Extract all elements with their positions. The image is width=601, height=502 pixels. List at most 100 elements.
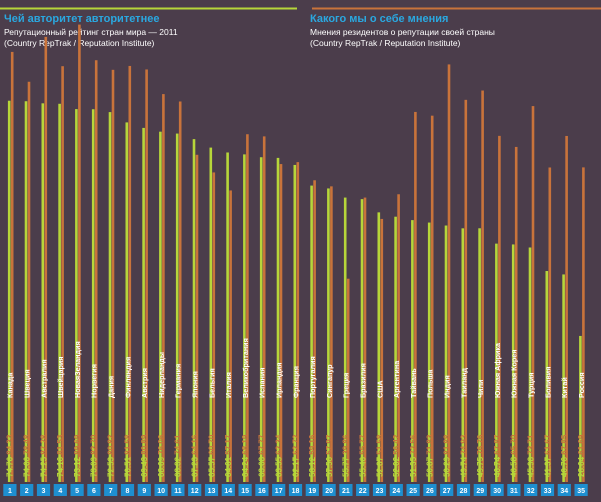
- bar-internal: [212, 172, 216, 482]
- country-label: Германия: [174, 364, 183, 398]
- value-internal: 74.93: [459, 434, 468, 455]
- rank-box: [204, 484, 219, 496]
- value-external: 50.87: [426, 455, 435, 477]
- value-external: 63.55: [275, 455, 284, 477]
- rank-box: [456, 484, 471, 496]
- rank-box: [557, 484, 571, 496]
- bar-external: [192, 139, 196, 482]
- rank-box: [87, 484, 101, 496]
- value-internal: 76.76: [476, 434, 485, 455]
- value-label: 74.25 87.28: [39, 434, 48, 477]
- rank-number: 12: [191, 488, 199, 495]
- rank-number: 18: [292, 488, 300, 495]
- bar-internal: [296, 162, 300, 483]
- value-external: 57.56: [325, 455, 334, 477]
- rank-number: 9: [142, 488, 146, 495]
- country-label: Южная Африка: [493, 342, 502, 398]
- rank-number: 29: [476, 488, 484, 495]
- value-external: 49.75: [476, 455, 485, 477]
- country-label: Польша: [426, 369, 435, 398]
- bar-external: [495, 243, 498, 482]
- country-label: Сингапур: [325, 364, 334, 398]
- value-external: 74.76: [6, 455, 15, 477]
- bar-internal: [111, 69, 115, 483]
- country-label: США: [375, 380, 384, 398]
- rank-box: [188, 484, 202, 496]
- rank-box: [255, 484, 269, 496]
- rank-box: [540, 484, 555, 496]
- value-external: 50.29: [443, 455, 452, 477]
- bar-group: Канада 74.76 84.33 1 Швеция 74.66 78.48 2 Авст…: [3, 24, 588, 496]
- bar-external: [511, 244, 515, 482]
- rank-number: 33: [544, 488, 552, 495]
- value-label: 64.24 68.19: [241, 434, 250, 477]
- rank-number: 5: [75, 488, 79, 495]
- value-label: 28.64 61.69: [577, 434, 586, 477]
- country-label: Швейцария: [56, 357, 65, 398]
- bar-external: [444, 225, 448, 482]
- value-internal: 62.34: [275, 434, 284, 455]
- value-internal: 61.69: [577, 434, 586, 455]
- value-external: 55.77: [342, 455, 351, 477]
- value-internal: 81.88: [443, 434, 452, 455]
- bar-internal: [380, 218, 384, 482]
- value-label: 74.16 81.53: [56, 434, 65, 477]
- bar-external: [24, 101, 28, 482]
- country-label: НоваяЗеландия: [73, 341, 82, 398]
- country-label: Китай: [560, 377, 569, 398]
- value-label: 63.68 67.77: [258, 434, 267, 477]
- value-internal: 67.77: [258, 434, 267, 455]
- bar-external: [427, 222, 431, 483]
- left-title: Чей авторитет авторитетнее: [4, 13, 159, 25]
- value-label: 73.12 89.69: [73, 434, 82, 477]
- rank-box: [221, 484, 235, 496]
- rank-box: [70, 484, 84, 496]
- bar-internal: [229, 190, 232, 483]
- value-external: 49.74: [459, 455, 468, 477]
- rank-number: 19: [308, 488, 316, 495]
- rank-box: [389, 484, 403, 496]
- rank-number: 27: [443, 488, 451, 495]
- bar-internal: [346, 278, 350, 482]
- bar-internal: [162, 94, 165, 483]
- bar-internal: [78, 24, 81, 483]
- value-label: 55.77 39.86: [342, 434, 351, 477]
- bar-internal: [481, 90, 484, 483]
- value-internal: 39.86: [342, 434, 351, 455]
- value-external: 55.46: [359, 455, 368, 477]
- country-label: Греция: [342, 373, 351, 398]
- rank-number: 25: [409, 488, 417, 495]
- value-label: 57.56 57.97: [325, 434, 334, 477]
- value-external: 41.37: [543, 455, 552, 477]
- value-external: 46.58: [510, 455, 519, 477]
- bar-external: [411, 220, 414, 483]
- value-external: 72.53: [107, 455, 116, 477]
- bar-internal: [397, 194, 400, 482]
- value-external: 64.61: [224, 455, 233, 477]
- bar-internal: [548, 167, 552, 482]
- value-internal: 65.70: [510, 434, 519, 455]
- rank-box: [171, 484, 185, 496]
- bar-internal: [514, 146, 518, 482]
- value-label: 52.02 56.42: [392, 434, 401, 477]
- country-label: Япония: [191, 371, 200, 398]
- value-external: 65.57: [207, 455, 216, 477]
- value-internal: 78.48: [23, 434, 32, 455]
- bar-external: [461, 228, 465, 482]
- bar-internal: [44, 36, 48, 482]
- value-internal: 67.85: [560, 434, 569, 455]
- value-internal: 82.70: [90, 434, 99, 455]
- bar-internal: [330, 186, 333, 482]
- value-internal: 80.82: [107, 434, 116, 455]
- value-internal: 61.67: [543, 434, 552, 455]
- rank-number: 1: [8, 488, 12, 495]
- value-label: 55.46 55.77: [359, 434, 368, 477]
- bar-external: [545, 271, 549, 482]
- value-label: 41.37 61.67: [543, 434, 552, 477]
- country-label: Чили: [476, 380, 485, 398]
- bar-external: [293, 164, 297, 483]
- value-internal: 60.70: [207, 434, 216, 455]
- value-label: 70.51 81.58: [123, 434, 132, 477]
- bar-internal: [531, 106, 535, 482]
